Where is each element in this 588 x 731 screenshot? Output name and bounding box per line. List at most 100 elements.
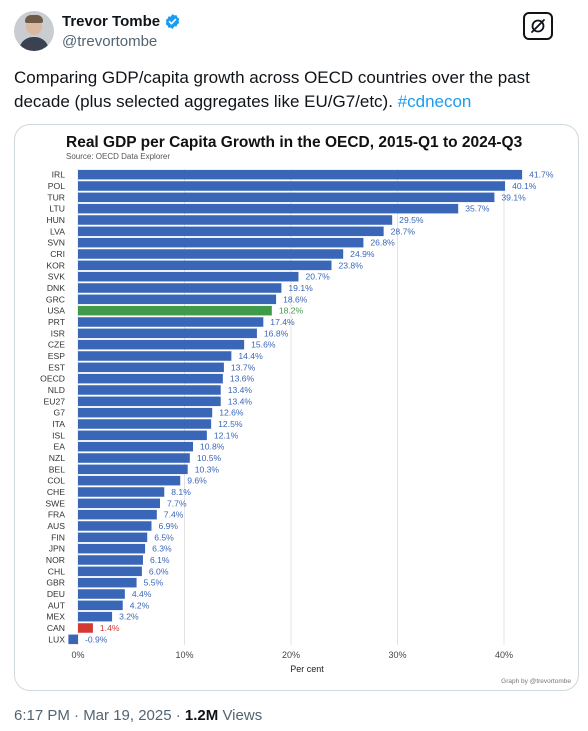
value-label: 18.2% [279,306,304,316]
bar-isl [78,430,207,441]
value-label: 28.7% [391,226,416,236]
bar-grc [78,294,277,305]
value-label: 14.4% [238,351,263,361]
category-label: LUX [48,634,65,644]
handle[interactable]: @trevortombe [62,33,158,50]
x-tick-label: 10% [175,650,193,660]
bar-svk [78,271,299,282]
value-label: 12.1% [214,430,239,440]
category-label: MEX [46,612,65,622]
bar-can [78,623,93,633]
bar-dnk [78,283,282,293]
value-label: 39.1% [501,192,526,202]
value-label: 12.6% [219,408,244,418]
verified-badge-icon [165,14,180,29]
bar-aus [78,521,152,531]
value-label: 13.7% [231,362,256,372]
value-label: 9.6% [187,476,207,486]
tweet-timestamp[interactable]: 6:17 PM · Mar 19, 2025 · [14,707,185,724]
chart-image[interactable]: Real GDP per Capita Growth in the OECD, … [14,124,579,691]
category-label: IRL [52,170,66,180]
category-label: LTU [49,204,65,214]
bar-jpn [78,543,146,554]
avatar[interactable] [14,11,54,51]
bar-deu [78,589,125,599]
hashtag-link[interactable]: #cdnecon [397,92,472,111]
bar-bel [78,464,188,475]
bar-nzl [78,453,190,463]
bar-isr [78,328,257,339]
value-label: 16.8% [264,328,289,338]
bar-svn [78,237,364,248]
value-label: 18.6% [283,294,308,304]
bar-swe [78,498,161,509]
category-label: G7 [54,408,66,418]
bar-lux [68,634,78,645]
bar-aut [78,600,123,611]
value-label: 6.9% [158,521,178,531]
category-label: SVN [47,238,65,248]
bar-kor [78,260,332,271]
bar-oecd [78,373,223,384]
category-label: AUS [47,521,65,531]
category-label: CZE [48,340,65,350]
x-tick-label: 40% [495,650,513,660]
bar-chl [78,566,142,577]
value-label: 23.8% [338,260,363,270]
value-label: -0.9% [85,634,108,644]
value-label: 41.7% [529,170,554,180]
bar-mex [78,611,113,622]
value-label: 8.1% [171,487,191,497]
value-label: 7.4% [164,510,184,520]
chart-bars [68,169,523,645]
bar-usa [78,305,272,316]
value-label: 35.7% [465,204,490,214]
x-tick-label: 0% [71,650,84,660]
category-label: CRI [50,249,65,259]
value-label: 7.7% [167,498,187,508]
category-label: CHL [48,566,65,576]
category-label: ISR [51,328,65,338]
bar-cze [78,339,245,350]
bar-est [78,362,224,373]
grok-button[interactable] [523,12,553,40]
value-label: 1.4% [100,623,120,633]
bar-prt [78,317,264,327]
value-label: 12.5% [218,419,243,429]
category-label: NZL [49,453,65,463]
category-label: FRA [48,510,65,520]
category-label: AUT [48,600,66,610]
display-name[interactable]: Trevor Tombe [62,13,161,30]
category-label: GRC [46,294,65,304]
bar-fra [78,509,157,520]
value-label: 19.1% [288,283,313,293]
category-label: COL [47,476,65,486]
category-label: TUR [47,192,65,202]
x-tick-label: 30% [388,650,406,660]
gdp-growth-chart: Real GDP per Capita Growth in the OECD, … [40,134,571,685]
bar-g7 [78,407,213,418]
value-label: 3.2% [119,612,139,622]
value-label: 13.4% [228,396,253,406]
bar-nld [78,385,221,395]
x-tick-label: 20% [282,650,300,660]
value-label: 29.5% [399,215,424,225]
chart-tick-labels: 0% 10% 20% 30% 40% [71,650,513,660]
chart-subtitle: Source: OECD Data Explorer [66,152,170,161]
category-label: EST [48,362,65,372]
category-label: SWE [45,498,65,508]
plot-background [70,169,571,645]
bar-ita [78,419,212,429]
category-label: LVA [50,226,65,236]
category-label: HUN [46,215,65,225]
category-label: CAN [47,623,65,633]
views-count: 1.2M [184,707,219,724]
value-label: 24.9% [350,249,375,259]
tweet-text: Comparing GDP/capita growth across OECD … [14,66,574,114]
category-label: CHE [47,487,65,497]
value-label: 10.8% [200,442,225,452]
category-label: NOR [46,555,65,565]
value-label: 17.4% [270,317,295,327]
category-label: POL [48,181,65,191]
category-label: EU27 [44,396,66,406]
